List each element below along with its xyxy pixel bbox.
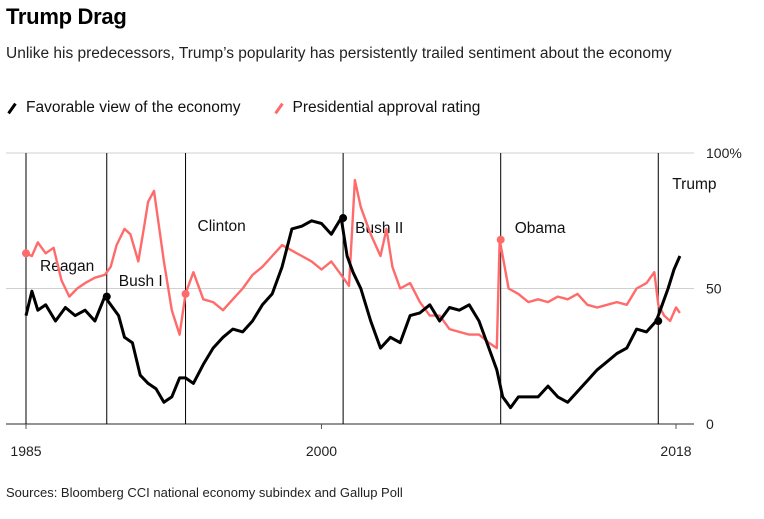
line-chart: 100% 50 0 1985 2000 2018 Reagan Bush I Clinton Bu… xyxy=(0,0,764,519)
presidency-start-marker xyxy=(22,249,30,257)
presidency-label: Reagan xyxy=(40,258,94,275)
presidency-start-marker xyxy=(497,236,505,244)
presidency-label: Trump xyxy=(672,176,716,193)
presidency-label: Bush II xyxy=(355,220,403,237)
presidency-label: Obama xyxy=(515,220,566,237)
presidency-start-marker xyxy=(182,290,190,298)
presidency-start-marker xyxy=(654,317,662,325)
y-tick-label: 50 xyxy=(706,281,722,297)
x-tick-label: 2000 xyxy=(306,443,337,459)
x-tick-label: 1985 xyxy=(10,443,41,459)
y-tick-label: 100% xyxy=(706,145,742,161)
y-tick-label: 0 xyxy=(706,416,714,432)
series-line-approval xyxy=(26,180,680,348)
presidency-start-marker xyxy=(339,214,347,222)
presidency-label: Clinton xyxy=(198,218,246,235)
presidency-label: Bush I xyxy=(119,273,163,290)
presidency-start-marker xyxy=(103,293,111,301)
x-tick-label: 2018 xyxy=(660,443,691,459)
series-line-economy xyxy=(26,218,680,408)
source-note: Sources: Bloomberg CCI national economy … xyxy=(6,485,403,500)
